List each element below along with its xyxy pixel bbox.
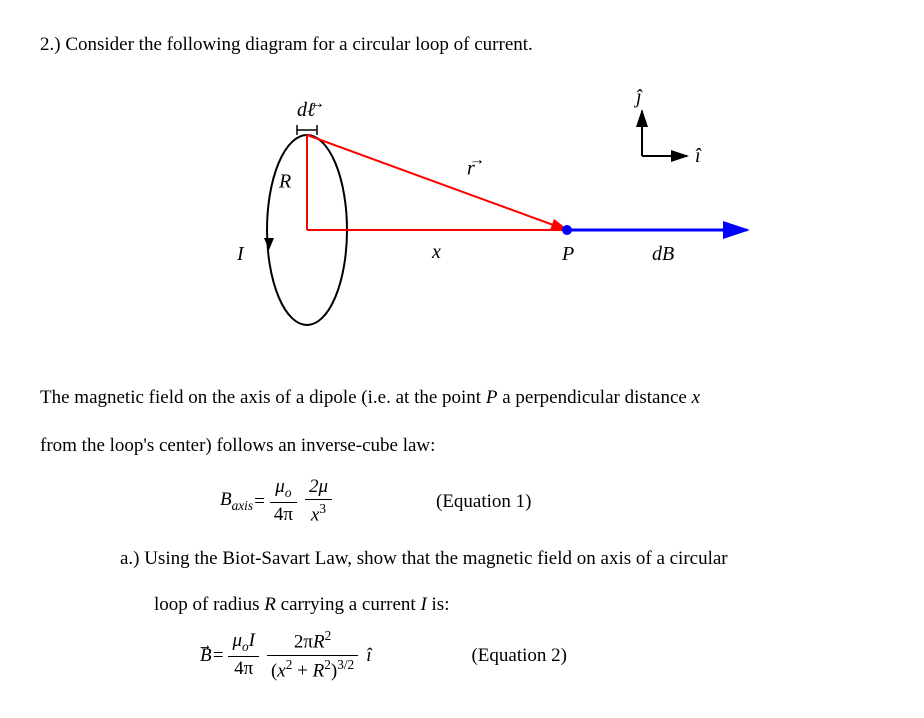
part-a-line1: a.) Using the Biot-Savart Law, show that… [40,541,884,577]
equation-1-row: Baxis = μo 4π 2μ x3 (Equation 1) [40,477,884,527]
mu-sub: o [242,639,249,654]
svg-text:P: P [561,243,574,265]
var-P: P [486,387,498,408]
sup3: 3 [319,501,326,516]
x: x [277,660,285,681]
part-a-lead: a.) Using the Biot-Savart Law, show that… [120,548,728,569]
part-a-frag: is: [427,594,450,615]
svg-text:R: R [278,171,291,193]
eq1-lhs: Baxis [220,489,253,514]
eq2-lhs: B [200,645,212,667]
eq1-label: (Equation 1) [436,491,532,513]
svg-text:→: → [469,152,485,169]
body-text-frag: from the loop's center) follows an inver… [40,435,435,456]
loop-diagram: dℓ→RIxr→PdBîĵ [212,80,772,350]
mu-sub: o [285,485,292,500]
eq1-frac1: μo 4π [270,477,297,526]
svg-text:î: î [695,145,702,167]
body-text-frag: a perpendicular distance [497,387,691,408]
mu: μ [232,630,242,651]
eq1-frac2: 2μ x3 [305,477,332,527]
svg-text:x: x [431,241,441,263]
equation-2-row: B = μoI 4π 2πR2 (x2 + R2)3/2 î (Equation… [40,629,884,682]
R: R [313,631,325,652]
two-mu: 2μ [309,476,328,497]
svg-text:→: → [309,95,325,112]
svg-text:I: I [236,243,245,265]
sup32: 3/2 [337,657,354,672]
part-a-line2: loop of radius R carrying a current I is… [40,587,884,623]
R: R [313,660,325,681]
eq2-B: B [200,645,212,667]
eq2-frac2: 2πR2 (x2 + R2)3/2 [267,629,358,682]
eq1-equals: = [253,491,266,513]
twopi: 2π [294,631,313,652]
var-R: R [264,594,276,615]
part-a-frag: carrying a current [276,594,421,615]
fourpi: 4π [234,658,253,679]
mu: μ [275,476,285,497]
eq1-sub: axis [232,498,253,513]
question-prompt: Consider the following diagram for a cir… [65,34,532,55]
question-number: 2.) [40,34,61,55]
sup2: 2 [324,657,331,672]
part-a-frag: loop of radius [154,594,264,615]
question-line: 2.) Consider the following diagram for a… [40,30,884,60]
plus: + [292,660,312,681]
svg-text:dB: dB [652,243,674,265]
unit-i-hat: î [366,645,371,667]
fourpi: 4π [274,504,293,525]
eq2-frac1: μoI 4π [228,631,259,680]
eq1-B: B [220,489,232,510]
body-paragraph-1: The magnetic field on the axis of a dipo… [40,380,884,416]
I: I [249,630,255,651]
sup2: 2 [325,628,332,643]
body-text-frag: The magnetic field on the axis of a dipo… [40,387,486,408]
svg-text:ĵ: ĵ [633,86,643,108]
diagram-container: dℓ→RIxr→PdBîĵ [40,80,884,350]
eq2-label: (Equation 2) [471,645,567,667]
eq2-equals: = [212,645,225,667]
body-paragraph-2: from the loop's center) follows an inver… [40,428,884,464]
var-x: x [692,387,700,408]
